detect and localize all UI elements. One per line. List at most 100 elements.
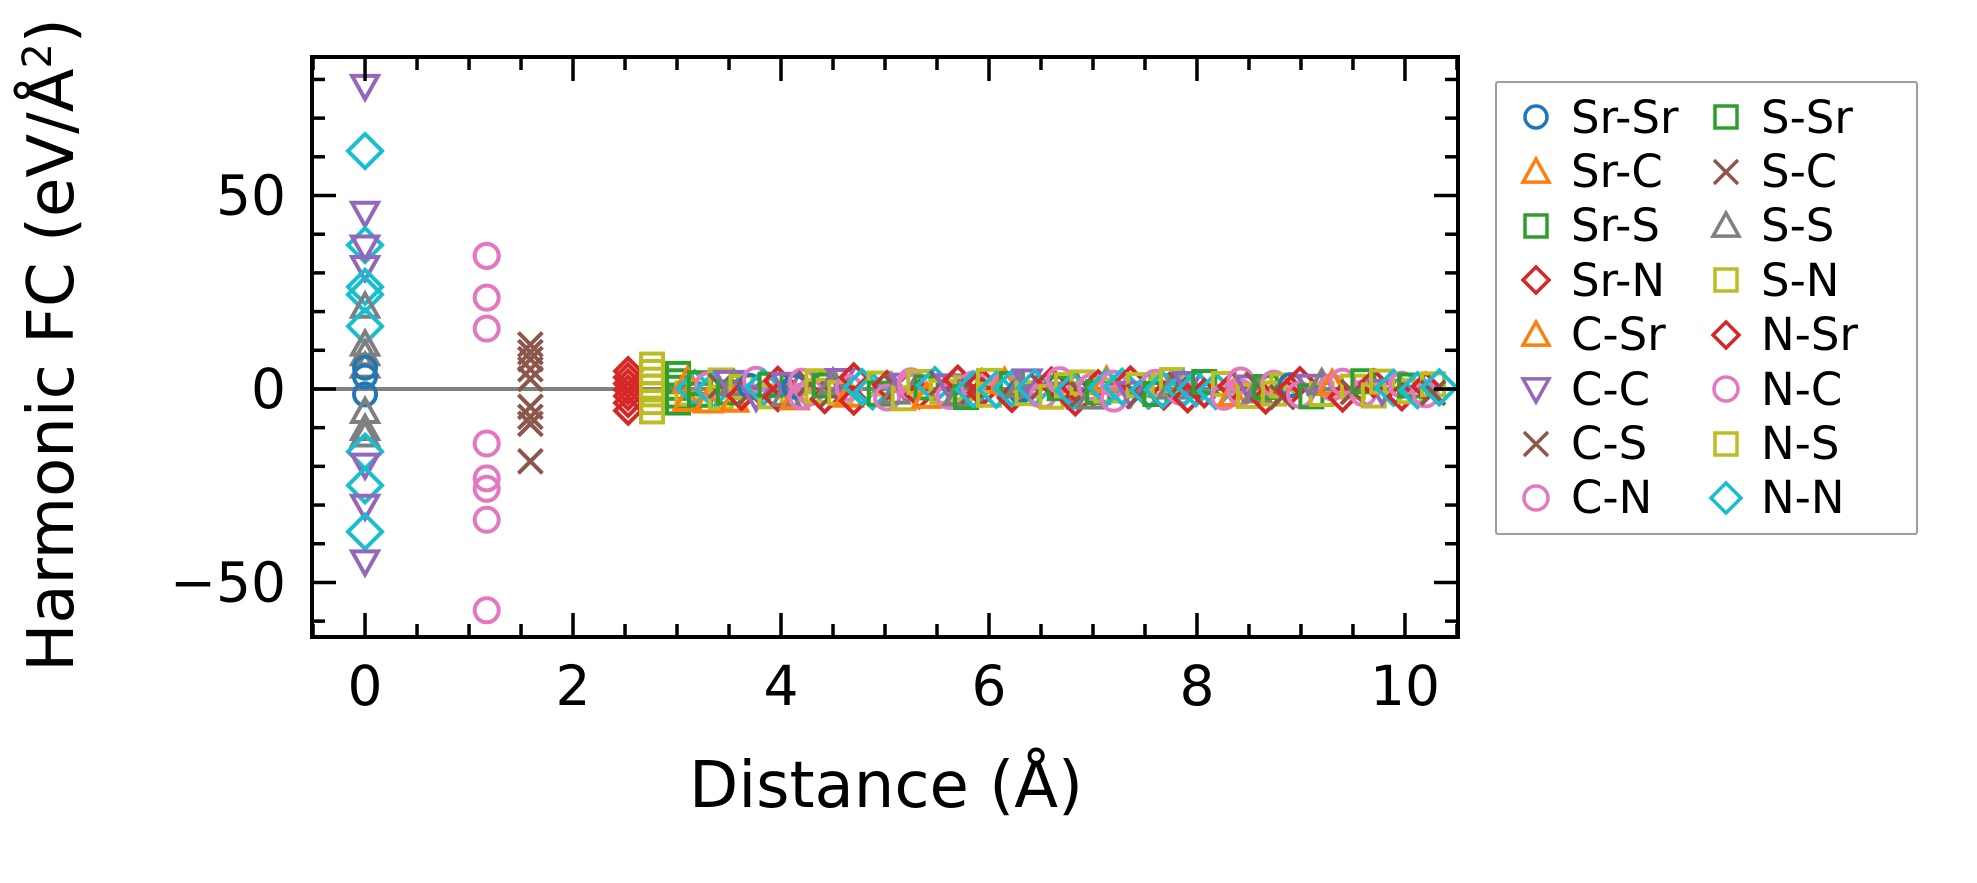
legend-label: Sr-S — [1571, 199, 1660, 253]
triangle-down-marker-icon — [1520, 377, 1552, 406]
legend: Sr-Sr Sr-C Sr-S Sr-N C-Sr C-C C-S C-N S-Sr S-C S-… — [1495, 81, 1918, 535]
circle-marker-icon — [1522, 484, 1550, 512]
legend-label: Sr-Sr — [1571, 90, 1679, 144]
data-point-s-c — [516, 355, 544, 383]
data-point-n-sr — [612, 373, 644, 406]
legend-item-s-s: S-S — [1703, 199, 1858, 253]
legend-item-s-c: S-C — [1703, 144, 1858, 198]
data-point-s-s — [348, 411, 382, 441]
legend-item-c-sr: C-Sr — [1513, 308, 1679, 362]
data-point-n-sr — [612, 387, 644, 419]
x-marker-icon — [1712, 158, 1740, 185]
data-point-c-n — [472, 283, 501, 312]
data-point-c-s — [516, 345, 544, 373]
y-tick-label: 0 — [251, 357, 286, 421]
y-axis-label: Harmonic FC (eV/Å2) — [15, 18, 89, 671]
data-point-n-c — [472, 505, 501, 534]
data-point-c-c — [348, 254, 382, 285]
x-tick-label: 10 — [1370, 654, 1440, 718]
x-tick-label: 4 — [764, 654, 799, 718]
legend-label: N-Sr — [1761, 308, 1858, 362]
diamond-marker-icon — [1708, 480, 1744, 516]
data-point-sr-c — [670, 382, 704, 412]
data-point-sr-s — [1191, 369, 1218, 396]
x-tick-label: 8 — [1179, 654, 1214, 718]
x-tick-label: 0 — [348, 654, 383, 718]
data-point-s-c — [516, 447, 544, 475]
data-point-n-s — [639, 373, 666, 400]
x-marker-icon — [1522, 430, 1550, 457]
data-point-n-n — [345, 131, 385, 171]
legend-column-1: Sr-Sr Sr-C Sr-S Sr-N C-Sr C-C C-S C-N — [1513, 90, 1679, 525]
legend-label: N-C — [1761, 362, 1843, 416]
circle-marker-icon — [1712, 375, 1740, 403]
data-point-sr-n — [612, 380, 644, 412]
legend-label: N-N — [1761, 471, 1845, 525]
data-point-c-n — [472, 314, 501, 343]
y-tick-label: 50 — [216, 164, 286, 228]
data-point-sr-sr — [352, 354, 379, 381]
legend-label: S-C — [1761, 145, 1838, 199]
data-point-s-s — [348, 349, 382, 379]
legend-label: S-N — [1761, 253, 1840, 307]
legend-item-c-n: C-N — [1513, 471, 1679, 525]
legend-label: C-N — [1571, 471, 1653, 525]
legend-label: S-Sr — [1761, 90, 1853, 144]
data-point-c-s — [516, 365, 544, 393]
data-point-n-n — [345, 465, 385, 506]
x-axis-label: Distance (Å) — [689, 749, 1083, 823]
data-point-c-c — [739, 384, 773, 414]
data-point-c-c — [348, 452, 382, 482]
diamond-marker-icon — [1710, 319, 1742, 351]
square-marker-icon — [1713, 267, 1739, 294]
legend-item-sr-n: Sr-N — [1513, 253, 1679, 307]
legend-item-n-n: N-N — [1703, 471, 1858, 525]
legend-label: C-Sr — [1571, 308, 1666, 362]
legend-item-n-s: N-S — [1703, 416, 1858, 470]
legend-item-sr-sr: Sr-Sr — [1513, 90, 1679, 144]
square-marker-icon — [1523, 213, 1549, 239]
data-point-n-n — [976, 369, 1017, 410]
x-tick-label: 2 — [556, 654, 591, 718]
data-point-c-n — [472, 464, 501, 493]
data-point-s-n — [639, 351, 666, 378]
data-point-c-n — [472, 429, 501, 458]
legend-item-c-s: C-S — [1513, 416, 1679, 470]
data-point-n-s — [639, 358, 666, 385]
data-point-s-n — [639, 398, 666, 425]
y-axis-label-text: Harmonic FC (eV/Å — [15, 68, 90, 672]
data-point-s-n — [1235, 382, 1262, 409]
y-axis-label-close: ) — [15, 18, 90, 44]
data-point-sr-c — [691, 384, 725, 414]
legend-label: C-C — [1571, 362, 1651, 416]
data-point-c-c — [348, 234, 382, 264]
legend-item-c-c: C-C — [1513, 362, 1679, 416]
data-point-c-c — [348, 200, 382, 231]
legend-label: Sr-N — [1571, 253, 1666, 307]
square-marker-icon — [1713, 430, 1739, 457]
diamond-marker-icon — [1520, 264, 1552, 296]
legend-item-s-sr: S-Sr — [1703, 90, 1858, 144]
circle-marker-icon — [1523, 104, 1549, 130]
data-point-n-n — [345, 511, 385, 552]
data-point-sr-n — [1114, 364, 1147, 397]
legend-item-n-sr: N-Sr — [1703, 308, 1858, 362]
data-point-sr-n — [612, 394, 644, 427]
legend-label: C-S — [1571, 417, 1648, 471]
data-point-n-c — [472, 241, 501, 270]
legend-item-n-c: N-C — [1703, 362, 1858, 416]
legend-item-sr-c: Sr-C — [1513, 144, 1679, 198]
triangle-up-marker-icon — [1520, 155, 1552, 184]
data-point-n-n — [743, 367, 784, 408]
legend-item-sr-s: Sr-S — [1513, 199, 1679, 253]
triangle-up-marker-icon — [1520, 318, 1552, 347]
data-point-c-n — [873, 383, 902, 412]
legend-label: S-S — [1761, 199, 1835, 253]
data-point-sr-s — [1142, 381, 1169, 408]
data-point-s-s — [348, 418, 382, 448]
data-point-c-s — [516, 410, 544, 438]
data-point-s-s — [348, 289, 382, 319]
y-axis-label-sup: 2 — [14, 43, 61, 69]
data-point-s-s — [769, 377, 803, 407]
